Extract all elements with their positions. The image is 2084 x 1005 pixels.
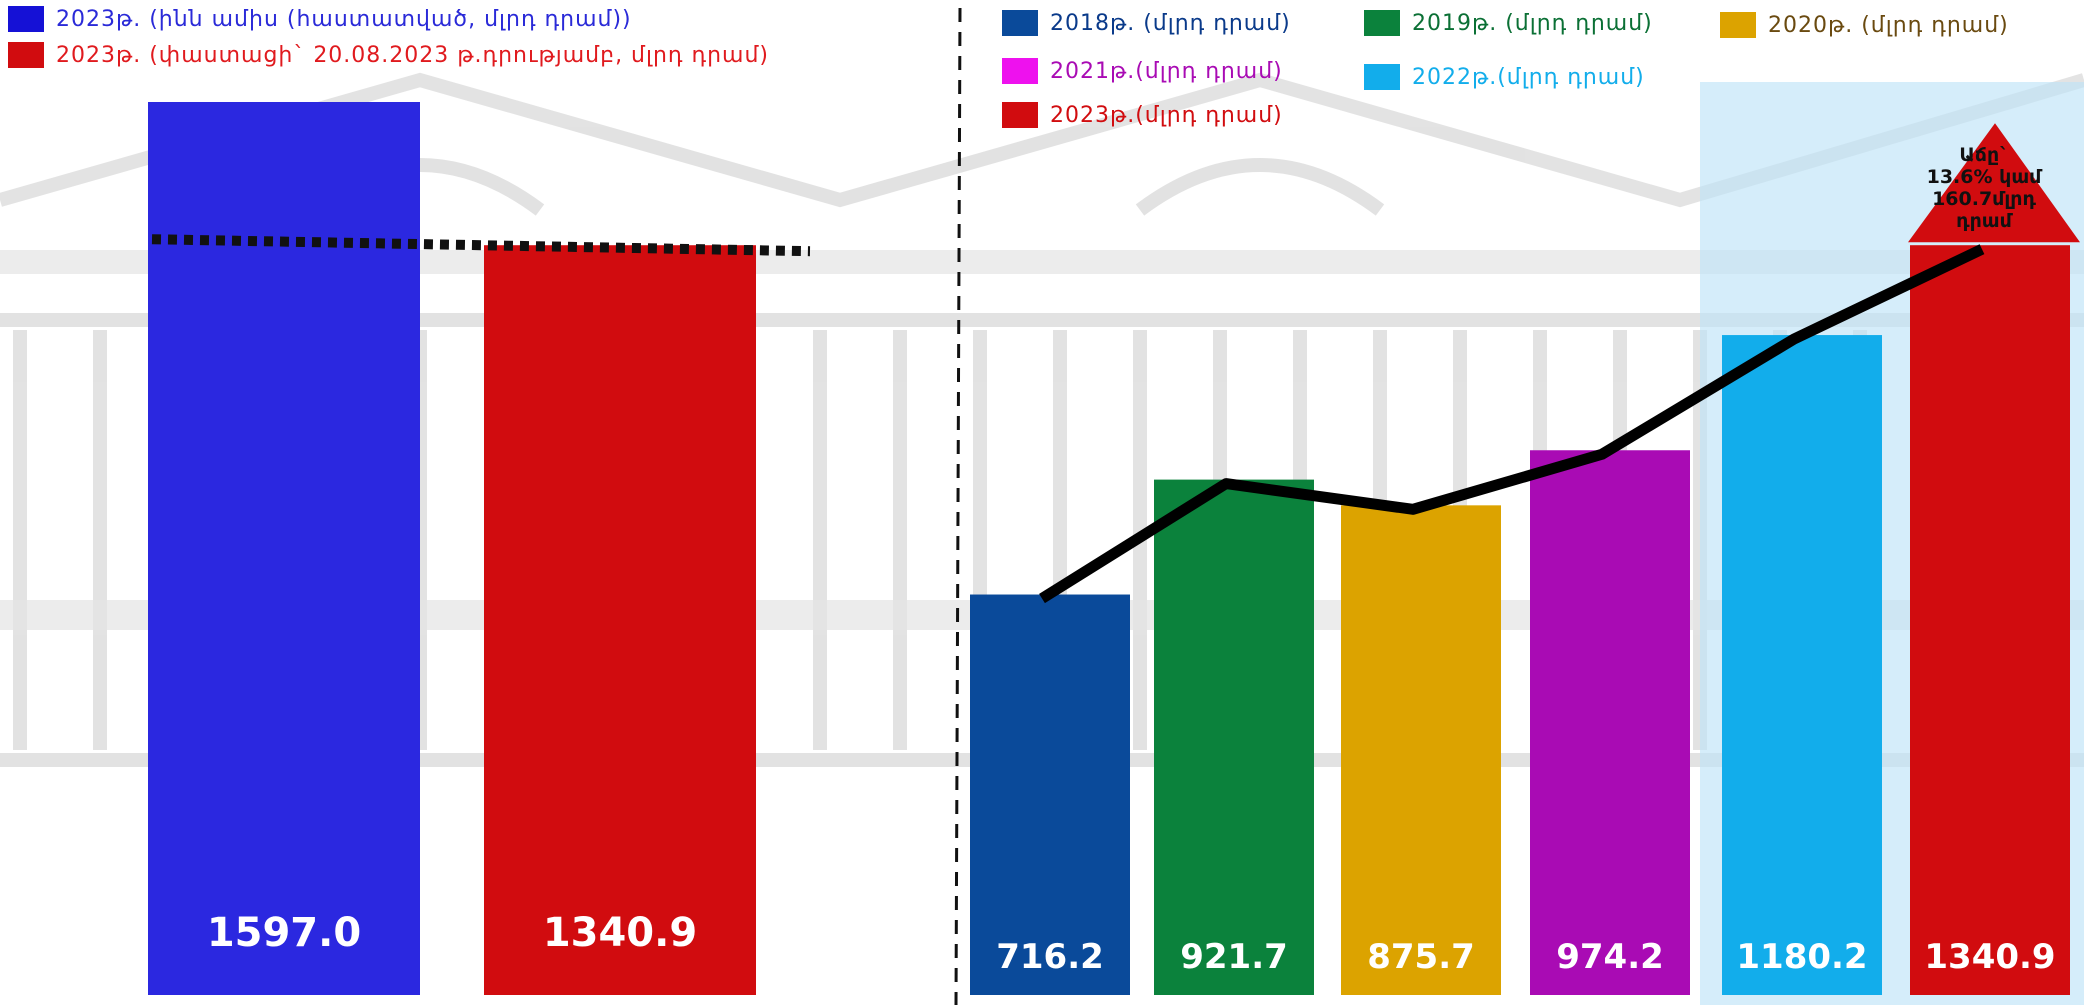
growth-arrow-icon bbox=[1908, 123, 2080, 243]
left-reference-dotted-line bbox=[151, 234, 811, 257]
left-legend-item-1: 2023թ. (փաստացի` 20.08.2023 թ.դրությամբ,… bbox=[8, 42, 769, 68]
left-bar-0 bbox=[148, 102, 420, 995]
right-bar-value-label-2: 875.7 bbox=[1367, 937, 1475, 977]
growth-annotation-line: դրամ bbox=[1956, 210, 2013, 232]
right-bar-1 bbox=[1154, 479, 1314, 995]
legend-swatch bbox=[1364, 64, 1400, 90]
right-bar-value-label-0: 716.2 bbox=[996, 937, 1104, 977]
chart-separator-line bbox=[954, 7, 962, 1005]
legend-swatch bbox=[1364, 10, 1400, 36]
growth-annotation: Աճը` 13.6% կամ 160.7մլրդ դրամ bbox=[1927, 144, 2044, 232]
legend-swatch bbox=[8, 42, 44, 68]
right-bar-4 bbox=[1722, 335, 1882, 996]
right-bar-2 bbox=[1341, 505, 1501, 995]
legend-swatch bbox=[1002, 58, 1038, 84]
legend-label: 2020թ. (մլրդ դրամ) bbox=[1768, 12, 2009, 38]
legend-swatch bbox=[1002, 102, 1038, 128]
right-legend-item-2: 2020թ. (մլրդ դրամ) bbox=[1720, 12, 2009, 38]
legend-label: 2023թ. (փաստացի` 20.08.2023 թ.դրությամբ,… bbox=[56, 42, 769, 68]
right-bar-value-label-1: 921.7 bbox=[1180, 937, 1288, 977]
left-legend-item-0: 2023թ. (ինն ամիս (հաստատված, մլրդ դրամ)) bbox=[8, 6, 632, 32]
legend-label: 2018թ. (մլրդ դրամ) bbox=[1050, 10, 1291, 36]
right-bar-3 bbox=[1530, 450, 1690, 995]
right-bar-5 bbox=[1910, 245, 2070, 995]
legend-label: 2023թ. (ինն ամիս (հաստատված, մլրդ դրամ)) bbox=[56, 6, 632, 32]
growth-annotation-line: Աճը` bbox=[1959, 144, 2008, 166]
right-legend-item-0: 2018թ. (մլրդ դրամ) bbox=[1002, 10, 1291, 36]
legend-swatch bbox=[1720, 12, 1756, 38]
right-bar-chart: 716.2 921.7 875.7 974.2 1180.2 1340.9 Աճը` 13.6… bbox=[970, 123, 2080, 996]
legend-swatch bbox=[8, 6, 44, 32]
legend-label: 2023թ.(մլրդ դրամ) bbox=[1050, 102, 1283, 128]
growth-annotation-line: 160.7մլրդ bbox=[1932, 188, 2036, 210]
legend-label: 2021թ.(մլրդ դրամ) bbox=[1050, 58, 1283, 84]
growth-annotation-line: 13.6% կամ bbox=[1927, 166, 2044, 188]
right-bar-value-label-4: 1180.2 bbox=[1736, 937, 1867, 977]
right-legend-item-3: 2021թ.(մլրդ դրամ) bbox=[1002, 58, 1283, 84]
legend-label: 2022թ.(մլրդ դրամ) bbox=[1412, 64, 1645, 90]
right-legend-item-5: 2023թ.(մլրդ դրամ) bbox=[1002, 102, 1283, 128]
trend-line bbox=[1039, 244, 1985, 604]
left-bar-value-label-1: 1340.9 bbox=[543, 910, 697, 956]
legend-label: 2019թ. (մլրդ դրամ) bbox=[1412, 10, 1653, 36]
legend-swatch bbox=[1002, 10, 1038, 36]
left-bar-chart: 1597.0 1340.9 bbox=[148, 102, 811, 995]
right-bar-value-label-5: 1340.9 bbox=[1924, 937, 2055, 977]
left-bar-1 bbox=[484, 245, 756, 995]
right-bar-0 bbox=[970, 594, 1130, 995]
right-legend-item-4: 2022թ.(մլրդ դրամ) bbox=[1364, 64, 1645, 90]
left-bar-value-label-0: 1597.0 bbox=[207, 910, 361, 956]
right-bar-value-label-3: 974.2 bbox=[1556, 937, 1664, 977]
right-legend-item-1: 2019թ. (մլրդ դրամ) bbox=[1364, 10, 1653, 36]
